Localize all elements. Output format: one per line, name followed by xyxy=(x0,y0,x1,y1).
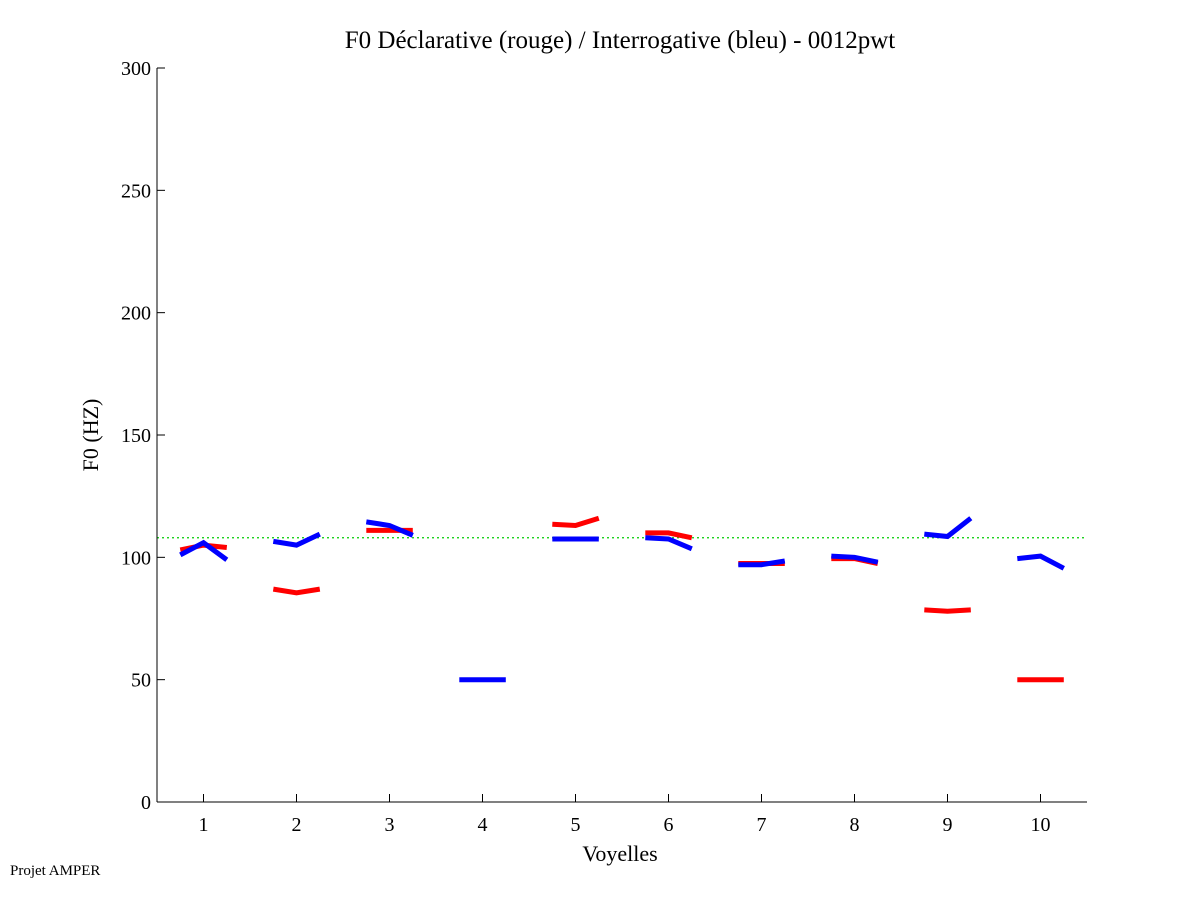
series-déclarative-segment-5 xyxy=(645,530,693,541)
x-tick-label-2: 2 xyxy=(292,814,302,836)
x-tick-label-7: 7 xyxy=(757,814,767,836)
series-interrogative-segment-1 xyxy=(179,539,229,562)
x-tick-label-9: 9 xyxy=(943,814,953,836)
y-tick-label-300: 300 xyxy=(121,58,151,80)
series-interrogative-segment-6 xyxy=(645,535,693,552)
series-déclarative-segment-4 xyxy=(552,515,600,529)
chart-title: F0 Déclarative (rouge) / Interrogative (… xyxy=(345,27,896,54)
x-tick-label-6: 6 xyxy=(664,814,674,836)
series-interrogative-segment-9 xyxy=(924,516,973,540)
y-tick-label-250: 250 xyxy=(121,180,151,202)
series-interrogative-segment-2 xyxy=(272,531,321,548)
series-interrogative xyxy=(179,516,1065,683)
y-tick-label-0: 0 xyxy=(141,792,151,814)
series-interrogative-segment-8 xyxy=(831,553,879,565)
y-tick-label-100: 100 xyxy=(121,547,151,569)
plot-area xyxy=(157,68,1087,802)
y-tick-label-50: 50 xyxy=(131,670,151,692)
x-tick-label-8: 8 xyxy=(850,814,860,836)
series-interrogative-segment-7 xyxy=(738,558,786,568)
y-tick-label-200: 200 xyxy=(121,303,151,325)
x-tick-label-1: 1 xyxy=(199,814,209,836)
series-interrogative-segment-3 xyxy=(365,519,414,538)
series-interrogative-segment-10 xyxy=(1017,553,1065,571)
x-tick-label-4: 4 xyxy=(478,814,488,836)
series-déclarative-segment-2 xyxy=(272,586,321,596)
series-déclarative-segment-8 xyxy=(924,607,971,614)
x-tick-label-10: 10 xyxy=(1031,814,1051,836)
x-axis-label: Voyelles xyxy=(582,841,657,866)
y-axis-label: F0 (HZ) xyxy=(78,399,103,472)
x-tick-label-5: 5 xyxy=(571,814,581,836)
y-tick-label-150: 150 xyxy=(121,425,151,447)
footer-credit: Projet AMPER xyxy=(10,863,101,879)
x-tick-label-3: 3 xyxy=(385,814,395,836)
